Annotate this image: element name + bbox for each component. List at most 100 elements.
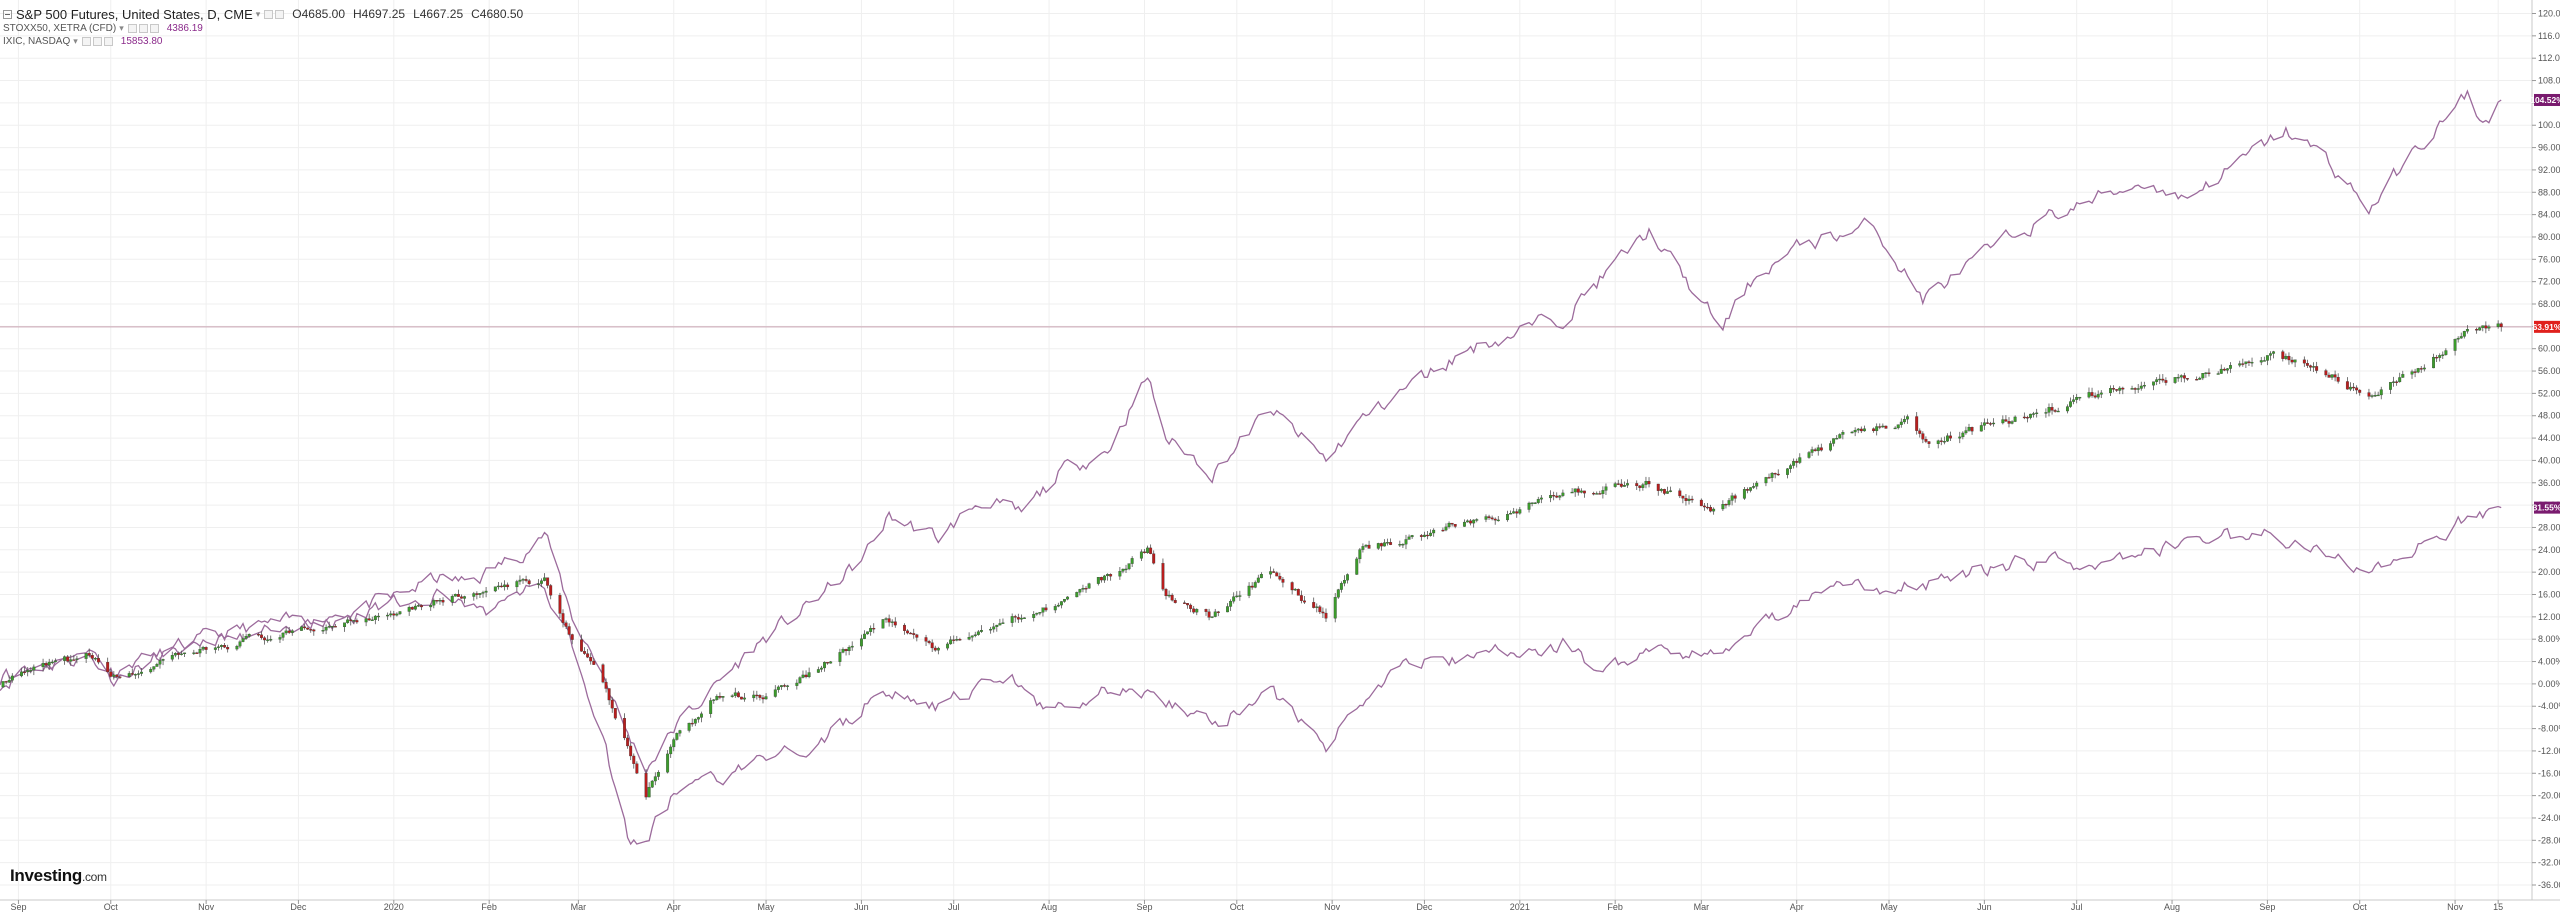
candle-down — [761, 697, 765, 700]
settings-icon[interactable] — [264, 9, 274, 19]
collapse-icon[interactable] — [3, 9, 12, 19]
y-axis[interactable]: 120.00%116.00%112.00%108.00%104.00%100.0… — [2531, 0, 2560, 900]
candle-up — [136, 673, 140, 675]
candle-up — [1841, 432, 1845, 435]
candle-up — [1056, 604, 1060, 607]
candle-up — [678, 730, 682, 734]
candle-down — [1149, 547, 1153, 554]
candle-up — [1838, 434, 1842, 439]
y-tick-label: 88.00% — [2538, 187, 2560, 197]
candle-up — [1530, 502, 1534, 504]
candle-up — [2198, 377, 2202, 380]
candle-up — [69, 659, 73, 662]
candle-up — [2032, 413, 2036, 415]
candle-up — [1361, 546, 1365, 550]
candle-down — [1795, 461, 1799, 463]
x-tick-label: Oct — [2353, 902, 2368, 912]
x-axis[interactable]: Sep Oct Nov Dec 2020 Feb Mar Apr May Jun Jul Aug Sep… — [0, 899, 2560, 912]
candle-down — [1278, 575, 1282, 580]
candle-up — [752, 694, 756, 699]
candle-down — [2302, 359, 2306, 364]
legend-controls — [127, 24, 159, 33]
x-tick-label: Nov — [198, 902, 215, 912]
candle-down — [1487, 516, 1491, 518]
candle-up — [1558, 495, 1562, 498]
main-instrument-title[interactable]: S&P 500 Futures, United States, D, CME — [16, 6, 253, 22]
candle-up — [773, 689, 777, 697]
candle-down — [924, 637, 928, 642]
chevron-down-icon[interactable]: ▾ — [73, 36, 78, 46]
candle-up — [1053, 606, 1057, 611]
candle-up — [712, 699, 716, 701]
candle-up — [1087, 583, 1091, 589]
candle-up — [700, 713, 703, 718]
candle-up — [1669, 490, 1673, 492]
candle-up — [432, 600, 436, 606]
candle-up — [1355, 558, 1359, 575]
candle-up — [1832, 438, 1836, 444]
candle-up — [1961, 432, 1965, 438]
candle-up — [866, 631, 870, 635]
candle-down — [561, 613, 565, 623]
candle-up — [1810, 449, 1814, 453]
candle-up — [1752, 486, 1756, 488]
visibility-icon[interactable] — [127, 24, 137, 33]
candle-down — [1303, 600, 1306, 603]
chevron-down-icon[interactable]: ▾ — [255, 8, 261, 19]
candle-up — [1293, 588, 1297, 591]
candle-up — [838, 652, 842, 662]
candle-up — [173, 653, 177, 656]
y-tick-label: 56.00% — [2538, 366, 2560, 376]
candle-up — [675, 733, 679, 740]
candle-down — [546, 577, 550, 586]
x-tick-label: Apr — [667, 902, 681, 912]
candle-down — [1678, 490, 1682, 497]
candle-down — [260, 634, 263, 638]
candle-down — [1469, 520, 1473, 524]
candle-down — [549, 585, 553, 596]
legend-controls — [81, 37, 113, 46]
candle-down — [1272, 571, 1276, 573]
candle-up — [881, 619, 885, 629]
candle-up — [995, 624, 999, 627]
chevron-down-icon[interactable]: ▾ — [119, 23, 124, 33]
y-tick-label: 8.00% — [2538, 634, 2560, 644]
candle-down — [583, 651, 586, 654]
candle-up — [201, 647, 205, 650]
candle-down — [223, 645, 227, 648]
compare-name[interactable]: STOXX50, XETRA (CFD) — [3, 23, 117, 34]
candle-up — [2438, 355, 2442, 358]
candle-up — [859, 638, 863, 647]
candle-up — [1118, 571, 1122, 577]
candle-up — [2410, 371, 2414, 375]
candle-down — [2161, 378, 2165, 381]
candle-down — [1207, 611, 1211, 618]
candle-up — [1475, 519, 1479, 521]
candle-up — [1066, 596, 1070, 600]
candle-up — [2069, 401, 2072, 407]
candle-up — [1570, 491, 1574, 494]
candle-up — [2398, 377, 2402, 383]
remove-icon[interactable] — [149, 24, 159, 33]
candles-group — [1, 320, 2503, 800]
x-tick-label: Aug — [2164, 902, 2180, 912]
candle-down — [2050, 407, 2054, 411]
settings-icon[interactable] — [92, 37, 102, 46]
candle-up — [2465, 329, 2469, 332]
candle-up — [1010, 616, 1014, 623]
candle-up — [1730, 495, 1734, 501]
candle-down — [783, 685, 786, 687]
x-tick-label: 2020 — [384, 902, 404, 912]
candle-down — [72, 659, 76, 661]
settings-icon[interactable] — [138, 24, 148, 33]
candle-up — [2370, 395, 2374, 397]
candle-up — [343, 622, 347, 628]
remove-icon[interactable] — [275, 9, 285, 19]
visibility-icon[interactable] — [81, 37, 91, 46]
remove-icon[interactable] — [103, 37, 113, 46]
candle-up — [158, 660, 162, 665]
candle-up — [979, 630, 983, 632]
candle-up — [1979, 425, 1983, 432]
compare-name[interactable]: IXIC, NASDAQ — [3, 36, 71, 47]
